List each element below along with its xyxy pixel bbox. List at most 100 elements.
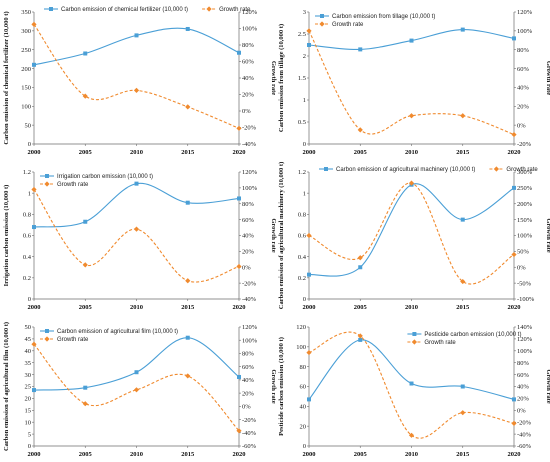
chart-svg: 0 0.5 1 1.5 2 2.5 3 -20% 0% 20% 40% 60% 80% 100% 120% 2… bbox=[278, 9, 550, 156]
data-point-growth-rate bbox=[460, 278, 466, 285]
y2-tick-label: 80% bbox=[242, 351, 255, 358]
data-point-emission bbox=[358, 265, 363, 270]
y2-axis-title: Growth rate bbox=[270, 61, 277, 95]
x-tick-label: 2020 bbox=[233, 149, 246, 156]
x-tick-label: 2020 bbox=[508, 451, 521, 458]
y2-tick-label: -60% bbox=[242, 443, 257, 450]
y2-tick-label: 20% bbox=[242, 92, 255, 99]
y-axis-title: Carbon emission of agricultural film (10… bbox=[3, 322, 10, 451]
data-point-emission bbox=[512, 397, 516, 402]
y2-axis-title: Growth rate bbox=[270, 369, 277, 403]
legend-swatch-marker bbox=[206, 6, 212, 12]
y2-tick-label: 0% bbox=[242, 108, 251, 115]
data-point-emission bbox=[83, 219, 88, 224]
y-tick-label: 1 bbox=[28, 190, 31, 197]
data-point-growth-rate bbox=[511, 420, 517, 426]
x-tick-label: 2005 bbox=[354, 149, 368, 156]
y2-tick-label: 0% bbox=[517, 408, 526, 415]
y-tick-label: 1.5 bbox=[298, 75, 306, 82]
x-tick-label: 2000 bbox=[28, 451, 41, 458]
data-point-emission bbox=[32, 225, 36, 230]
y2-tick-label: 250% bbox=[517, 185, 533, 192]
data-point-emission bbox=[134, 33, 139, 38]
data-point-growth-rate bbox=[306, 28, 312, 34]
y-axis-title: Pesticide carbon emission (10,000 t) bbox=[278, 337, 285, 436]
data-point-growth-rate bbox=[511, 251, 517, 258]
y2-tick-label: 100% bbox=[242, 26, 258, 33]
y2-tick-label: 300% bbox=[517, 169, 533, 176]
data-point-growth-rate bbox=[357, 333, 363, 339]
x-tick-label: 2015 bbox=[456, 451, 470, 458]
y2-tick-label: -20% bbox=[517, 141, 532, 148]
x-tick-label: 2010 bbox=[130, 149, 143, 156]
chart-panel-agricultural-machinery: 0 0.2 0.4 0.6 0.8 1 1.2 -100% -50% 0% 50% 100% 150% 2… bbox=[275, 160, 550, 315]
series-line-emission bbox=[33, 337, 240, 391]
data-point-emission bbox=[134, 370, 139, 375]
y2-tick-label: 0% bbox=[517, 264, 526, 271]
x-tick-label: 2005 bbox=[354, 304, 368, 311]
y2-tick-label: 50% bbox=[517, 249, 530, 256]
y-tick-label: 120 bbox=[296, 324, 306, 331]
data-point-emission bbox=[409, 38, 414, 43]
y2-tick-label: 20% bbox=[242, 249, 255, 256]
y2-axis-title: Growth rate bbox=[545, 61, 550, 95]
data-point-growth-rate bbox=[82, 401, 88, 407]
x-tick-label: 2000 bbox=[28, 304, 41, 311]
data-point-growth-rate bbox=[133, 387, 140, 393]
y2-tick-label: 120% bbox=[242, 324, 258, 331]
y-tick-label: 0.4 bbox=[23, 254, 32, 261]
data-point-growth-rate bbox=[31, 21, 37, 27]
legend-label: Irrigation carbon emission (10,000 t) bbox=[57, 174, 153, 180]
data-point-emission bbox=[460, 384, 465, 389]
data-point-emission bbox=[185, 200, 190, 205]
data-point-emission bbox=[512, 36, 516, 41]
y2-tick-label: -100% bbox=[517, 296, 535, 303]
data-point-emission bbox=[185, 335, 190, 340]
y2-tick-label: 100% bbox=[517, 28, 533, 35]
y-tick-label: 0 bbox=[303, 296, 306, 303]
y-tick-label: 100 bbox=[21, 103, 31, 110]
series-line-growth-rate bbox=[33, 343, 240, 432]
data-point-emission bbox=[307, 397, 311, 402]
chart-panel-irrigation: 0 0.2 0.4 0.6 0.8 1 1.2 -40% -20% 0% 20% 40% 60% 80% 1… bbox=[0, 160, 277, 315]
y-tick-label: 25 bbox=[25, 384, 32, 391]
y2-tick-label: 20% bbox=[242, 390, 255, 397]
y-tick-label: 10 bbox=[25, 419, 32, 426]
data-point-emission bbox=[409, 381, 414, 386]
y2-tick-label: 40% bbox=[517, 85, 530, 92]
y-tick-label: 40 bbox=[25, 348, 32, 355]
x-tick-label: 2005 bbox=[79, 149, 93, 156]
series-line-growth-rate bbox=[308, 182, 515, 285]
y2-tick-label: 40% bbox=[242, 75, 255, 82]
y-tick-label: 0 bbox=[303, 141, 306, 148]
x-tick-label: 2000 bbox=[303, 149, 316, 156]
data-point-emission bbox=[83, 51, 88, 56]
y-tick-label: 150 bbox=[21, 85, 31, 92]
y-tick-label: 0.6 bbox=[23, 233, 32, 240]
legend-label: Growth rate bbox=[424, 340, 456, 346]
chart-panel-pesticide: 0 20 40 60 80 100 120 -60% -40% -20% 0% 20% 40% 60% 80… bbox=[275, 315, 550, 462]
chart-panel-chemical-fertilizer: 0 50 100 150 200 250 300 350 -40% -20% 0% 20% 40% 60%… bbox=[0, 0, 277, 160]
y2-tick-label: 60% bbox=[242, 364, 255, 371]
y-tick-label: 0.6 bbox=[298, 233, 307, 240]
data-point-emission bbox=[185, 26, 190, 31]
chart-svg: 0 0.2 0.4 0.6 0.8 1 1.2 -40% -20% 0% 20% 40% 60% 80% 1… bbox=[3, 169, 277, 311]
y-tick-label: 40 bbox=[300, 404, 307, 411]
data-point-emission bbox=[237, 196, 241, 201]
y2-tick-label: 100% bbox=[517, 233, 533, 240]
y-tick-label: 45 bbox=[25, 336, 32, 343]
y2-tick-label: 100% bbox=[242, 337, 258, 344]
data-point-growth-rate bbox=[133, 226, 140, 232]
y2-axis-title: Growth rate bbox=[270, 218, 277, 252]
x-tick-label: 2020 bbox=[508, 304, 521, 311]
data-point-growth-rate bbox=[185, 104, 191, 110]
y2-tick-label: 60% bbox=[517, 372, 530, 379]
y-tick-label: 350 bbox=[21, 9, 31, 16]
y2-tick-label: 120% bbox=[242, 9, 258, 16]
data-point-growth-rate bbox=[306, 349, 312, 356]
y-tick-label: 2 bbox=[303, 53, 306, 60]
x-tick-label: 2005 bbox=[354, 451, 368, 458]
y-tick-label: 3 bbox=[303, 9, 306, 16]
legend-swatch-marker bbox=[411, 339, 417, 345]
data-point-emission bbox=[460, 27, 465, 32]
